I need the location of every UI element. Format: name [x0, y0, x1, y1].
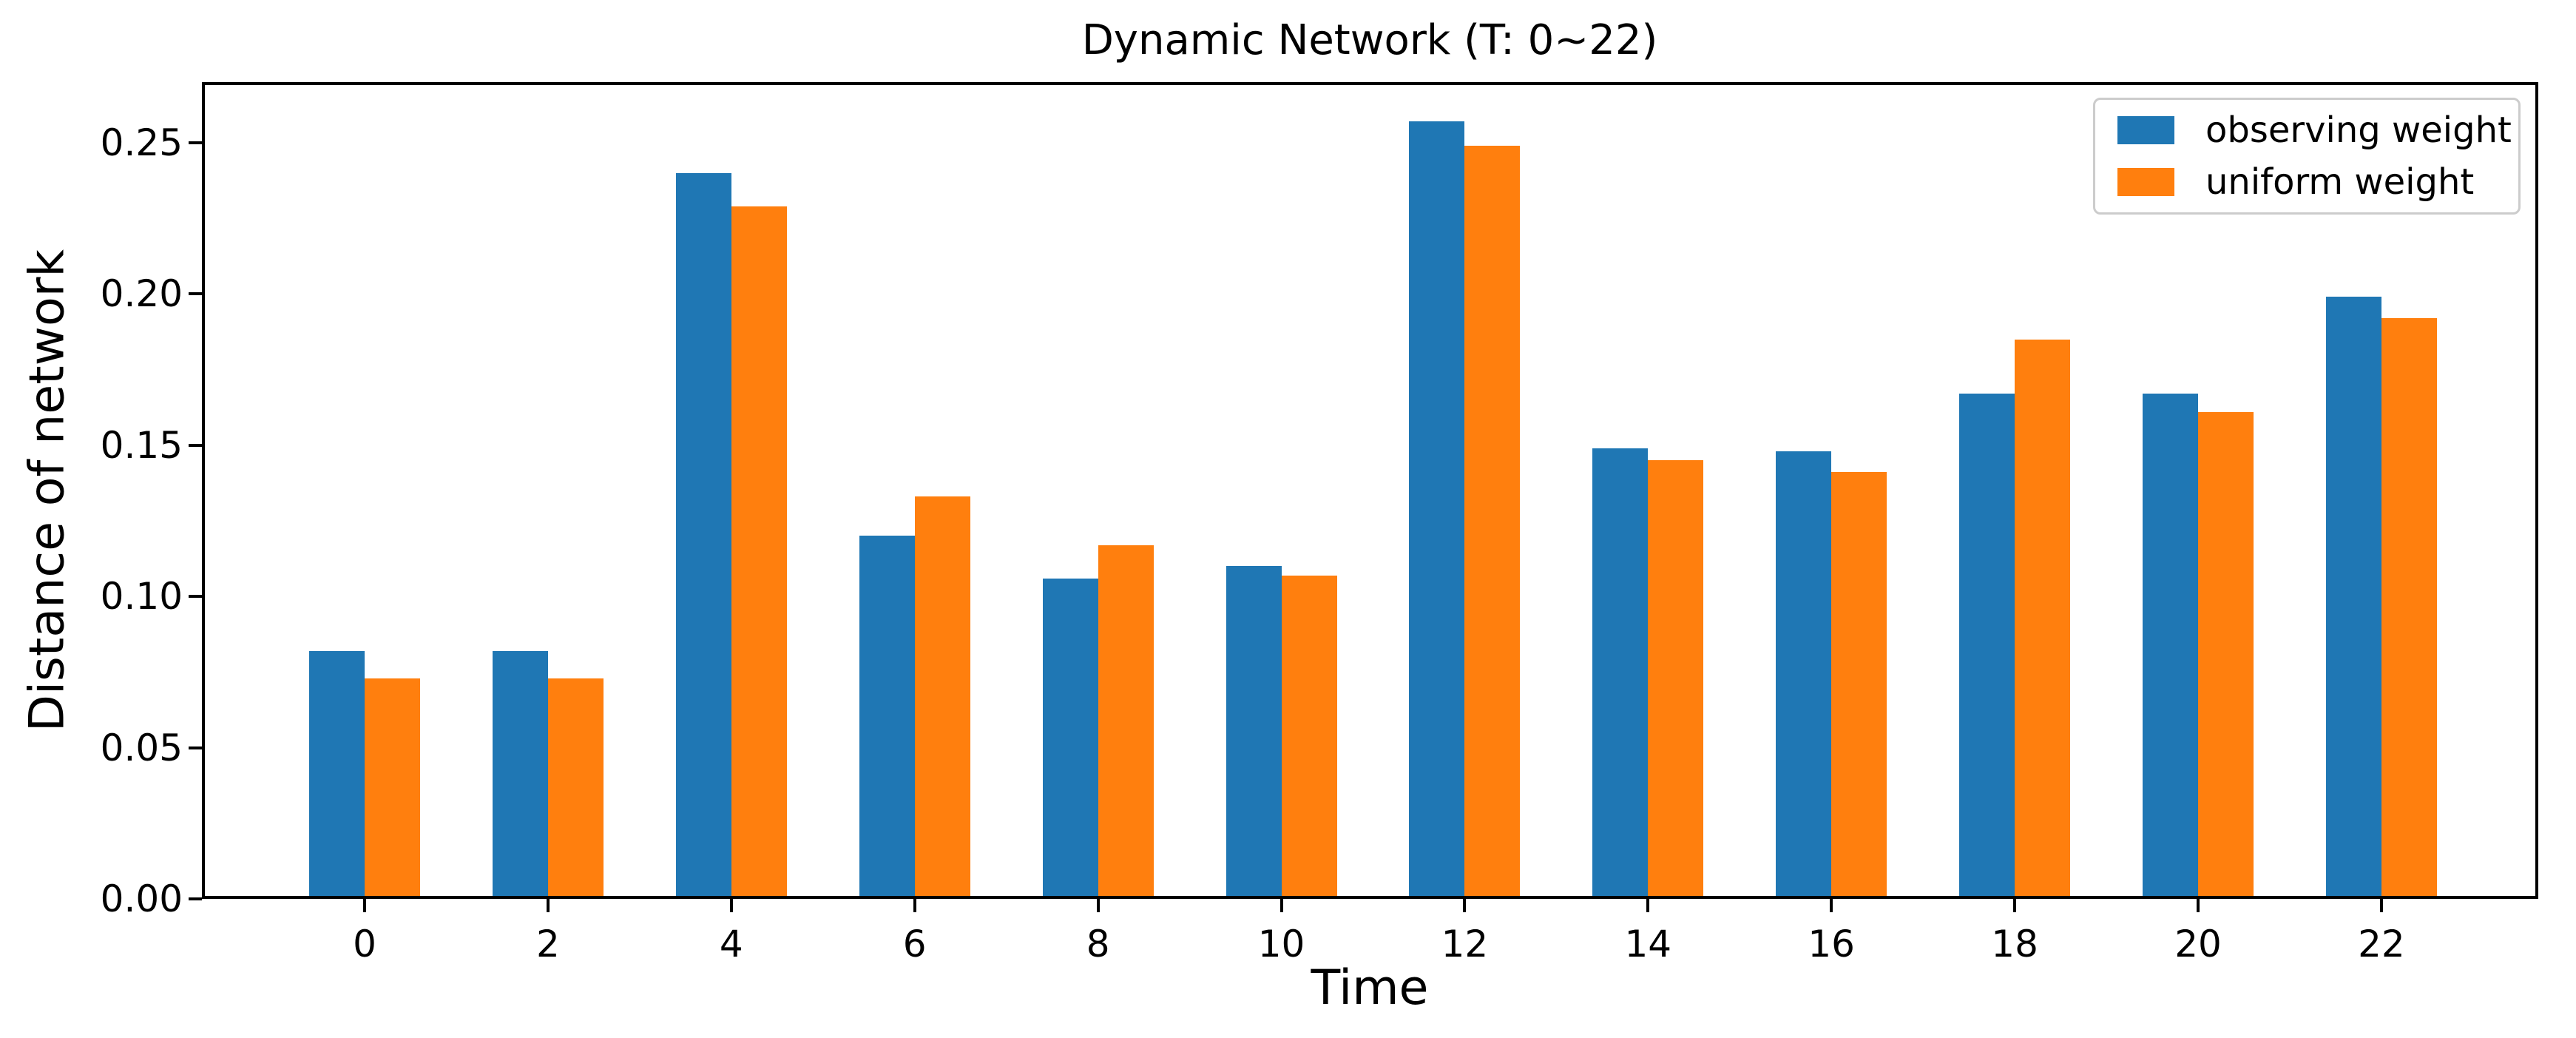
chart-title: Dynamic Network (T: 0~22) [1081, 16, 1658, 64]
x-axis-label: Time [1311, 960, 1429, 1016]
bar-observing-weight-t14 [1592, 448, 1649, 899]
x-tick-label: 0 [353, 923, 376, 965]
bar-observing-weight-t0 [309, 650, 365, 899]
bar-observing-weight-t12 [1409, 121, 1465, 899]
x-tick-mark [2013, 899, 2017, 912]
x-tick-label: 4 [719, 923, 743, 965]
bar-observing-weight-t16 [1776, 451, 1832, 899]
x-tick-mark [1279, 899, 1283, 912]
y-tick-label: 0.10 [100, 575, 183, 619]
x-tick-label: 16 [1808, 923, 1855, 965]
bar-uniform-weight-t8 [1098, 545, 1154, 899]
plot-area [202, 82, 2538, 899]
y-tick-mark [189, 897, 202, 900]
x-tick-mark [2379, 899, 2383, 912]
bar-observing-weight-t20 [2143, 394, 2198, 899]
y-tick-label: 0.25 [100, 121, 183, 164]
bar-observing-weight-t2 [492, 650, 548, 899]
y-tick-label: 0.20 [100, 272, 183, 316]
legend-item-observing-weight: observing weight [2095, 109, 2518, 151]
y-tick-label: 0.05 [100, 726, 183, 769]
legend-swatch-uniform-weight-icon [2117, 167, 2174, 196]
x-tick-label: 6 [902, 923, 927, 965]
top-spine [202, 82, 2538, 85]
x-tick-label: 14 [1624, 923, 1672, 965]
bar-observing-weight-t8 [1042, 578, 1098, 899]
y-tick-mark [189, 141, 202, 144]
x-tick-label: 12 [1441, 923, 1489, 965]
x-tick-mark [1646, 899, 1650, 912]
y-axis-spine [202, 82, 205, 899]
x-tick-label: 8 [1086, 923, 1110, 965]
x-tick-mark [2197, 899, 2200, 912]
x-tick-mark [363, 899, 366, 912]
bar-observing-weight-t22 [2325, 297, 2381, 899]
right-spine [2535, 82, 2538, 899]
x-tick-label: 2 [535, 923, 560, 965]
x-tick-mark [546, 899, 550, 912]
x-axis-spine [202, 896, 2538, 899]
bar-uniform-weight-t2 [547, 678, 604, 899]
bar-uniform-weight-t6 [914, 496, 970, 899]
y-tick-mark [189, 292, 202, 296]
y-tick-label: 0.00 [100, 877, 183, 920]
bar-observing-weight-t10 [1226, 566, 1282, 899]
legend-swatch-observing-weight-icon [2117, 116, 2174, 145]
x-tick-mark [729, 899, 733, 912]
bar-uniform-weight-t14 [1648, 460, 1704, 899]
legend: observing weight uniform weight [2093, 98, 2521, 215]
y-tick-mark [189, 443, 202, 447]
x-tick-mark [1463, 899, 1467, 912]
bar-observing-weight-t6 [859, 536, 915, 899]
legend-label-uniform-weight: uniform weight [2205, 161, 2475, 203]
bar-uniform-weight-t16 [1831, 472, 1887, 899]
y-axis-label: Distance of network [19, 249, 75, 732]
bar-observing-weight-t18 [1959, 394, 2015, 899]
legend-label-observing-weight: observing weight [2205, 109, 2512, 152]
bar-uniform-weight-t4 [731, 206, 787, 899]
bar-uniform-weight-t12 [1464, 145, 1521, 899]
bar-observing-weight-t4 [675, 172, 731, 899]
x-tick-mark [1096, 899, 1100, 912]
x-tick-label: 20 [2174, 923, 2222, 965]
x-tick-mark [913, 899, 916, 912]
y-tick-mark [189, 595, 202, 599]
x-tick-label: 18 [1991, 923, 2038, 965]
bar-uniform-weight-t22 [2381, 317, 2437, 899]
x-tick-mark [1830, 899, 1833, 912]
bar-uniform-weight-t10 [1281, 575, 1337, 899]
bar-uniform-weight-t0 [365, 678, 420, 899]
x-tick-label: 10 [1257, 923, 1305, 965]
y-tick-label: 0.15 [100, 423, 183, 467]
bar-uniform-weight-t18 [2015, 339, 2071, 899]
y-tick-mark [189, 746, 202, 749]
legend-item-uniform-weight: uniform weight [2095, 161, 2518, 203]
bar-uniform-weight-t20 [2198, 411, 2254, 899]
x-tick-label: 22 [2358, 923, 2405, 965]
